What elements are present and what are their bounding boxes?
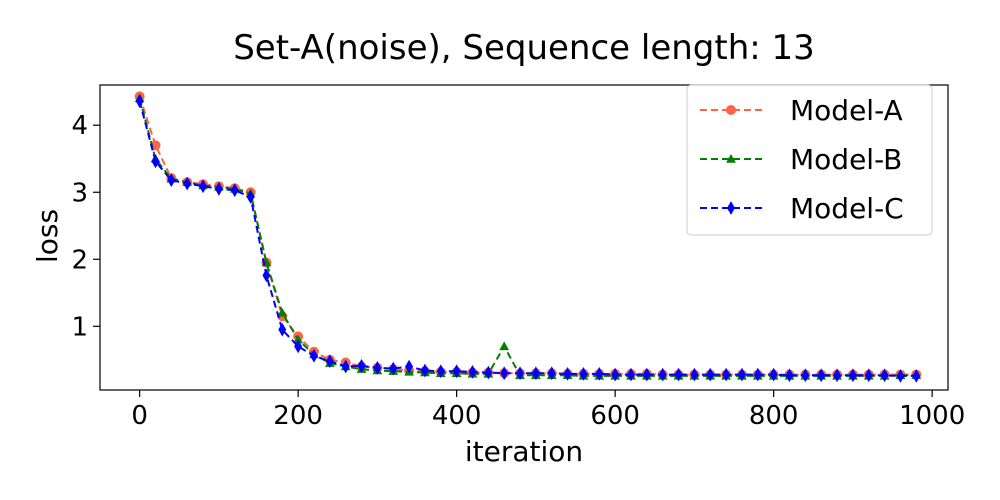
x-tick-label: 200	[273, 401, 323, 431]
legend-item-model-b: Model-B	[700, 143, 902, 176]
legend: Model-A Model-B Model-C	[686, 84, 933, 236]
data-point-model-c	[674, 367, 683, 382]
data-point-model-c	[531, 366, 540, 381]
y-tick-label: 2	[71, 245, 88, 275]
data-point-model-c	[167, 173, 176, 188]
data-point-model-c	[579, 367, 588, 381]
data-point-model-c	[325, 354, 334, 369]
data-point-model-c	[436, 364, 445, 379]
legend-label: Model-B	[790, 143, 902, 176]
data-point-model-c	[627, 367, 635, 382]
legend-item-model-a: Model-A	[700, 94, 903, 127]
data-point-model-c	[864, 368, 873, 383]
legend-swatch-marker	[727, 201, 735, 215]
plot-frame	[99, 84, 949, 391]
series-line-model-c	[138, 100, 917, 377]
data-point-model-c	[753, 367, 762, 382]
data-point-model-b	[499, 341, 510, 351]
legend-swatch-marker	[726, 153, 736, 163]
x-tick-label: 1000	[899, 401, 965, 431]
data-point-model-c	[563, 367, 572, 381]
data-point-model-c	[516, 366, 524, 381]
data-point-model-c	[310, 348, 318, 363]
data-point-model-c	[468, 365, 477, 379]
y-tick-label: 4	[71, 111, 88, 141]
data-point-model-b	[277, 307, 288, 317]
data-point-model-c	[389, 361, 398, 376]
data-point-model-c	[896, 369, 905, 383]
data-point-model-c	[595, 367, 604, 381]
y-tick-label: 3	[71, 178, 88, 208]
x-tick-label: 600	[590, 401, 640, 431]
data-point-model-c	[199, 179, 207, 194]
data-point-model-c	[912, 369, 921, 383]
data-point-model-c	[880, 368, 889, 383]
data-point-model-c	[547, 366, 556, 381]
x-axis-label: iteration	[465, 435, 583, 468]
chart-title: Set-A(noise), Sequence length: 13	[233, 28, 815, 68]
data-point-model-c	[420, 363, 429, 378]
data-point-model-c	[500, 366, 509, 381]
axis-ticks: 0 200 400 600 800 1000 1 2 3 4	[71, 111, 965, 431]
x-tick-label: 400	[432, 401, 482, 431]
y-axis-label: loss	[31, 209, 64, 263]
x-tick-label: 800	[749, 401, 799, 431]
series-layer	[134, 91, 922, 383]
data-point-model-c	[214, 182, 223, 196]
legend-label: Model-C	[790, 192, 904, 225]
data-point-model-c	[769, 367, 778, 382]
data-point-model-c	[135, 94, 144, 108]
data-point-model-c	[722, 367, 731, 382]
data-point-model-c	[484, 365, 493, 380]
x-tick-label: 0	[131, 401, 148, 431]
data-point-model-c	[642, 367, 651, 382]
data-point-model-c	[341, 359, 350, 374]
data-point-model-c	[785, 368, 794, 383]
data-point-model-c	[690, 367, 699, 382]
legend-box	[686, 84, 933, 236]
y-tick-label: 1	[71, 312, 88, 342]
data-point-model-c	[294, 339, 303, 354]
series-model-c	[135, 94, 921, 383]
data-point-model-c	[357, 359, 366, 373]
data-point-model-c	[373, 361, 382, 375]
data-point-model-c	[278, 322, 287, 337]
data-point-model-c	[452, 364, 461, 379]
data-point-model-c	[262, 268, 271, 283]
data-point-model-c	[658, 367, 667, 382]
data-point-model-c	[833, 368, 841, 383]
data-point-model-c	[405, 359, 414, 374]
data-point-model-c	[246, 190, 255, 204]
data-point-model-c	[151, 154, 160, 169]
legend-label: Model-A	[790, 94, 903, 127]
data-point-model-c	[848, 368, 857, 383]
data-point-model-c	[801, 368, 810, 383]
data-point-model-c	[817, 368, 826, 383]
data-point-model-c	[183, 176, 192, 191]
data-point-model-c	[611, 367, 620, 382]
data-point-model-c	[706, 367, 715, 382]
data-point-model-c	[737, 367, 746, 382]
legend-item-model-c: Model-C	[700, 192, 904, 225]
legend-swatch-marker	[726, 105, 736, 115]
data-point-model-c	[230, 183, 239, 198]
